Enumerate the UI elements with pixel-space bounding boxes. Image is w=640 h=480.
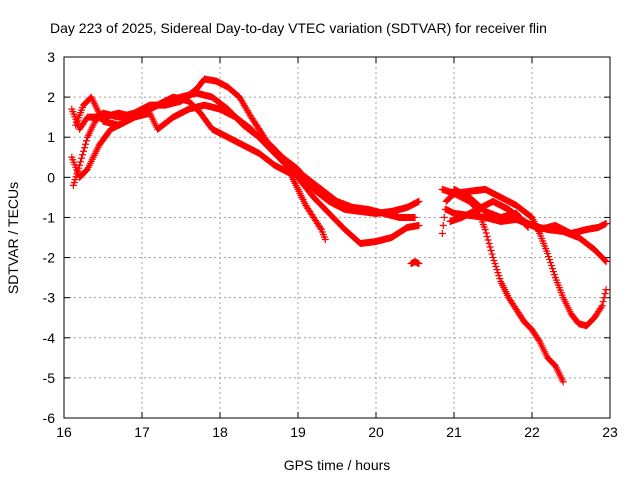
x-tick-label: 22 [524, 424, 540, 440]
data-point [545, 253, 553, 261]
data-point [494, 269, 502, 277]
x-axis-label: GPS time / hours [284, 457, 391, 473]
data-point [82, 137, 90, 145]
x-tick-label: 19 [290, 424, 306, 440]
data-point [524, 223, 532, 231]
data-point [440, 213, 448, 221]
y-tick-label: -4 [43, 330, 56, 346]
chart-title: Day 223 of 2025, Sidereal Day-to-day VTE… [50, 20, 547, 36]
data-point [439, 221, 447, 229]
series-track-5 [407, 258, 423, 268]
data-point [411, 213, 419, 221]
data-point [601, 290, 609, 298]
y-tick-label: 1 [47, 129, 55, 145]
data-point [598, 302, 606, 310]
plot-frame [63, 56, 611, 419]
y-tick-label: -2 [43, 250, 56, 266]
data-point [483, 232, 491, 240]
y-tick-label: -6 [43, 410, 56, 426]
data-point [597, 303, 605, 311]
data-point [81, 140, 89, 148]
data-point [599, 298, 607, 306]
data-point [548, 265, 556, 273]
data-point [486, 243, 494, 251]
y-tick-label: 2 [47, 89, 55, 105]
data-point [602, 258, 610, 266]
data-point [547, 259, 555, 267]
data-point [602, 219, 610, 227]
y-tick-label: -1 [43, 209, 56, 225]
data-point [490, 257, 498, 265]
x-tick-label: 17 [134, 424, 150, 440]
data-point [487, 247, 495, 255]
data-point [415, 197, 423, 205]
data-point [544, 250, 552, 258]
data-point [491, 260, 499, 268]
data-point [602, 286, 610, 294]
series-track-10 [450, 185, 532, 231]
data-point [415, 221, 423, 229]
data-point [488, 250, 496, 258]
data-point [80, 144, 88, 152]
y-tick-label: 3 [47, 49, 55, 65]
y-tick-label: -5 [43, 370, 56, 386]
y-tick-label: 0 [47, 169, 55, 185]
grid [64, 57, 610, 418]
data-points [68, 75, 610, 386]
data-point [496, 275, 504, 283]
data-point [316, 224, 324, 232]
data-point [549, 268, 557, 276]
data-point [535, 336, 543, 344]
data-point [492, 263, 500, 271]
data-point [493, 266, 501, 274]
data-point [546, 256, 554, 264]
data-point [484, 236, 492, 244]
x-tick-label: 21 [446, 424, 462, 440]
data-point [78, 154, 86, 162]
data-point [550, 271, 558, 279]
y-axis-label: SDTVAR / TECUs [5, 182, 21, 294]
data-point [495, 272, 503, 280]
data-point [559, 378, 567, 386]
x-tick-label: 18 [212, 424, 228, 440]
data-point [523, 222, 531, 230]
data-point [438, 229, 446, 237]
data-point [601, 257, 609, 265]
x-tick-label: 23 [602, 424, 618, 440]
data-point [80, 147, 87, 155]
x-tick-label: 16 [56, 424, 72, 440]
series-track-4 [68, 89, 419, 221]
x-tick-label: 20 [368, 424, 384, 440]
data-point [600, 294, 608, 302]
data-point [481, 225, 489, 233]
y-tick-label: -3 [43, 290, 56, 306]
data-point [489, 254, 497, 262]
data-point [77, 158, 85, 166]
data-point [548, 262, 555, 270]
data-point [482, 229, 490, 237]
data-point [321, 236, 329, 244]
data-point [485, 240, 493, 248]
data-point [415, 260, 423, 268]
data-point [79, 151, 87, 159]
